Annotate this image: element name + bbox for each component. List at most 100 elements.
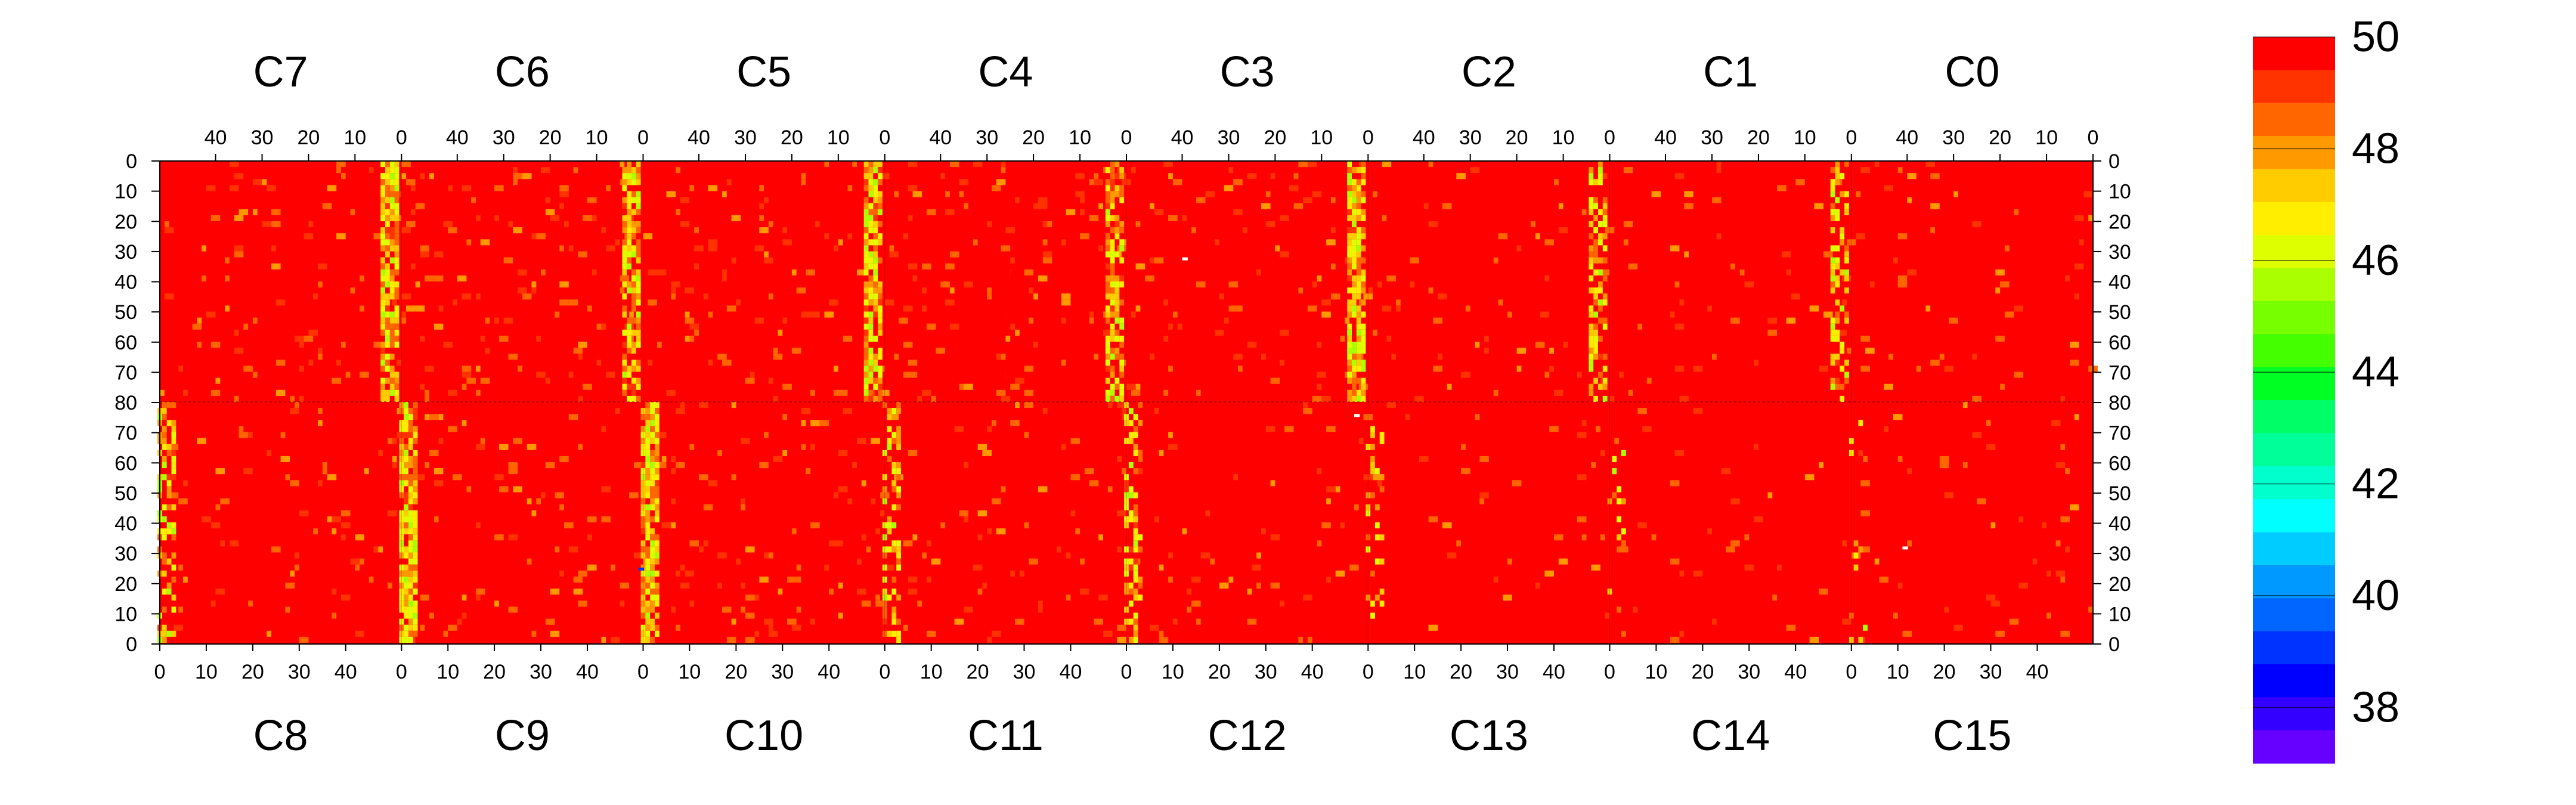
heatmap-cell: [1015, 329, 1020, 336]
heatmap-cell: [1163, 299, 1169, 306]
heatmap-cell: [275, 360, 286, 366]
heatmap-cell: [875, 595, 880, 601]
heatmap-cell: [267, 630, 271, 637]
heatmap-cell: [1442, 203, 1452, 209]
heatmap-cell: [340, 504, 351, 510]
heatmap-cell: [871, 576, 880, 583]
heatmap-cell: [1352, 221, 1357, 228]
heatmap-cell: [522, 173, 532, 179]
heatmap-cell: [443, 342, 453, 348]
heatmap-cell: [1298, 287, 1304, 294]
heatmap-cell: [166, 480, 172, 487]
heatmap-cell: [880, 510, 885, 516]
heatmap-cell: [655, 486, 660, 493]
heatmap-cell: [620, 583, 630, 589]
heatmap-cell: [2004, 245, 2010, 252]
heatmap-cell: [650, 583, 655, 589]
heatmap-cell: [1356, 245, 1361, 252]
heatmap-cell: [1498, 299, 1503, 306]
heatmap-cell: [1094, 618, 1103, 625]
heatmap-cell: [1347, 161, 1352, 168]
heatmap-cell: [394, 191, 400, 197]
heatmap-cell: [1159, 564, 1164, 571]
heatmap-cell: [787, 576, 797, 583]
heatmap-cell: [1972, 624, 1977, 631]
heatmap-cell: [627, 366, 631, 372]
heatmap-cell: [1347, 299, 1352, 306]
heatmap-cell: [401, 293, 411, 300]
heatmap-cell: [1280, 329, 1289, 336]
heatmap-cell: [1019, 570, 1024, 577]
heatmap-cell: [1131, 389, 1141, 396]
heatmap-cell: [587, 305, 592, 312]
heatmap-cell: [1228, 576, 1234, 583]
heatmap-cell: [1168, 552, 1173, 559]
heatmap-cell: [380, 377, 385, 384]
heatmap-cell: [2014, 209, 2019, 215]
heatmap-cell: [401, 311, 407, 318]
heatmap-cell: [385, 377, 390, 384]
heatmap-cell: [340, 595, 351, 601]
heatmap-cell: [1863, 624, 1868, 631]
heatmap-cell: [1219, 450, 1229, 456]
heatmap-cell: [636, 317, 641, 324]
heatmap-cell: [852, 348, 857, 354]
heatmap-cell: [1114, 221, 1120, 228]
heatmap-cell: [394, 245, 400, 252]
heatmap-cell: [340, 510, 351, 516]
right-tick-label: 10: [2109, 603, 2131, 626]
heatmap-cell: [210, 281, 216, 288]
heatmap-cell: [873, 167, 878, 174]
heatmap-cell: [655, 510, 660, 516]
heatmap-cell: [891, 540, 897, 547]
heatmap-cell: [1347, 191, 1352, 197]
heatmap-cell: [945, 263, 955, 270]
heatmap-cell: [622, 281, 627, 288]
heatmap-cell: [413, 583, 418, 589]
heatmap-cell: [1860, 546, 1870, 553]
heatmap-cell: [992, 420, 996, 426]
heatmap-cell: [1386, 173, 1392, 179]
heatmap-cell: [741, 498, 745, 504]
heatmap-cell: [408, 528, 413, 535]
heatmap-cell: [1844, 191, 1849, 197]
heatmap-cell: [636, 329, 641, 336]
heatmap-cell: [1835, 317, 1840, 324]
heatmap-cell: [847, 233, 853, 240]
heatmap-cell: [601, 227, 606, 234]
heatmap-cell: [640, 540, 646, 547]
heatmap-cell: [1066, 595, 1071, 601]
heatmap-cell: [680, 263, 690, 270]
heatmap-cell: [413, 606, 418, 613]
heatmap-cell: [627, 179, 631, 185]
heatmap-cell: [1033, 293, 1038, 300]
heatmap-cell: [1744, 534, 1750, 541]
heatmap-cell: [873, 287, 878, 294]
heatmap-cell: [1986, 595, 1996, 601]
heatmap-cell: [671, 281, 680, 288]
heatmap-cell: [1370, 600, 1375, 607]
heatmap-cell: [531, 630, 537, 637]
heatmap-cell: [699, 630, 708, 637]
heatmap-cell: [1598, 269, 1603, 275]
heatmap-cell: [408, 474, 413, 481]
heatmap-cell: [671, 257, 676, 264]
heatmap-cell: [640, 486, 646, 493]
heatmap-cell: [736, 317, 741, 324]
heatmap-cell: [882, 606, 887, 613]
heatmap-cell: [1589, 366, 1594, 372]
heatmap-cell: [645, 576, 651, 583]
heatmap-cell: [225, 257, 230, 264]
heatmap-cell: [878, 287, 883, 294]
heatmap-cell: [1352, 371, 1357, 378]
heatmap-cell: [1105, 221, 1110, 228]
heatmap-cell: [694, 263, 699, 270]
heatmap-cell: [404, 624, 408, 631]
heatmap-cell: [620, 600, 625, 607]
heatmap-cell: [1670, 245, 1680, 252]
heatmap-cell: [1990, 600, 2001, 607]
heatmap-cell: [1119, 395, 1125, 402]
heatmap-cell: [1382, 161, 1392, 168]
heatmap-cell: [1270, 534, 1280, 541]
